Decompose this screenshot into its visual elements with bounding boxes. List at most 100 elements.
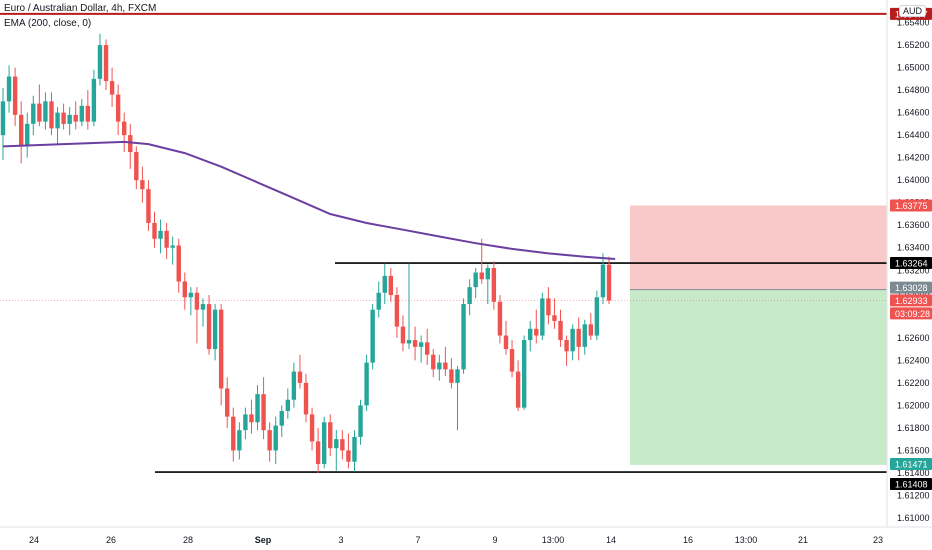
candle [370,304,375,370]
candle [176,238,181,293]
price-tick-label: 1.62200 [897,378,930,388]
candle [503,320,509,355]
candle-body [503,335,509,350]
candle [449,358,454,389]
candle [212,304,218,361]
candle [509,340,515,378]
candle-body [91,78,97,122]
candle-body [255,394,260,423]
candle-body [237,430,242,451]
candle-body [37,103,42,122]
ema-line [2,140,616,260]
price-tick-label: 1.61400 [897,468,930,478]
candle-body [588,324,594,336]
candle [606,256,612,305]
candle-body [261,394,266,431]
candle [79,99,84,127]
candle-body [200,304,206,310]
price-tick-label: 1.61600 [897,445,930,455]
candle [31,95,36,136]
candle [321,416,327,469]
candle-body [303,382,309,415]
candle [309,407,315,451]
candle-body [231,416,236,451]
candle [49,92,54,136]
candle-body [49,101,54,129]
candle [43,92,48,130]
candle-body [461,304,466,370]
price-axis[interactable]: 1.65400 1.65200 1.65000 1.64800 1.64600 1.644… [897,18,930,523]
candle [91,69,97,127]
candle [425,328,430,365]
candle [225,377,230,428]
candle-body [115,94,121,122]
resistance-tag-bg [890,257,932,270]
stop-loss-zone [630,205,887,290]
resistance-tag: 1.63264 [890,257,932,270]
currency-badge[interactable]: AUD [898,5,926,17]
target-tag-bg [890,457,932,470]
candle-body [558,320,563,341]
candle [134,146,139,190]
candle [67,106,72,136]
candle-body [479,272,484,280]
candle-body [400,326,406,344]
candle [291,362,297,408]
candle-body [218,309,224,389]
price-tick-label: 1.64000 [897,175,930,185]
candle-body [109,81,115,95]
candle-body [418,342,424,347]
candle [382,263,387,305]
indicator-legend[interactable]: EMA (200, close, 0) [4,18,92,29]
candle [406,263,412,350]
candle-body [394,295,400,327]
candle-body [97,45,103,79]
candle-body [406,340,412,344]
last-price-tag: 1.62933 [890,294,932,307]
time-tick-label: 16 [683,535,693,545]
candle [521,335,527,410]
candle [200,298,206,327]
candle [564,335,569,366]
candle [146,180,151,231]
candle [103,39,109,91]
candle [582,319,587,355]
countdown-tag-text: 03:09:28 [895,309,930,319]
candle [388,268,394,302]
price-tick-label: 1.65200 [897,40,930,50]
candle-body [582,324,587,347]
candle [152,211,157,248]
candle-body [437,362,442,370]
candle [297,354,303,389]
candle [164,222,169,259]
candle-body [61,112,66,124]
candle [491,261,497,310]
candle [61,103,66,130]
candle [334,430,339,471]
candle [528,320,533,352]
last-price-tag-bg [890,294,932,307]
candle-body [67,114,72,124]
price-tick-label: 1.62000 [897,400,930,410]
candle-body [594,297,600,336]
candle [600,253,606,305]
price-tick-label: 1.65400 [897,18,930,28]
candle [194,287,200,344]
symbol-title[interactable]: Euro / Australian Dollar, 4h, FXCM [4,3,157,14]
candle [231,407,236,462]
time-tick-label: Sep [255,535,272,545]
candle [182,272,187,310]
time-axis[interactable]: 24 26 28 Sep 3 7 9 13:00 14 16 13:00 21 23 [29,535,883,545]
price-tick-label: 1.64800 [897,85,930,95]
last-price-tag-text: 1.62933 [895,296,928,306]
candle-body [485,268,490,280]
candle-body [85,105,91,122]
position-zones [630,205,887,465]
candle-body [152,222,157,239]
candle-body [552,315,557,321]
candle [540,292,545,341]
candle [255,385,260,431]
candle [576,317,581,361]
support-tag-bg [890,478,932,491]
